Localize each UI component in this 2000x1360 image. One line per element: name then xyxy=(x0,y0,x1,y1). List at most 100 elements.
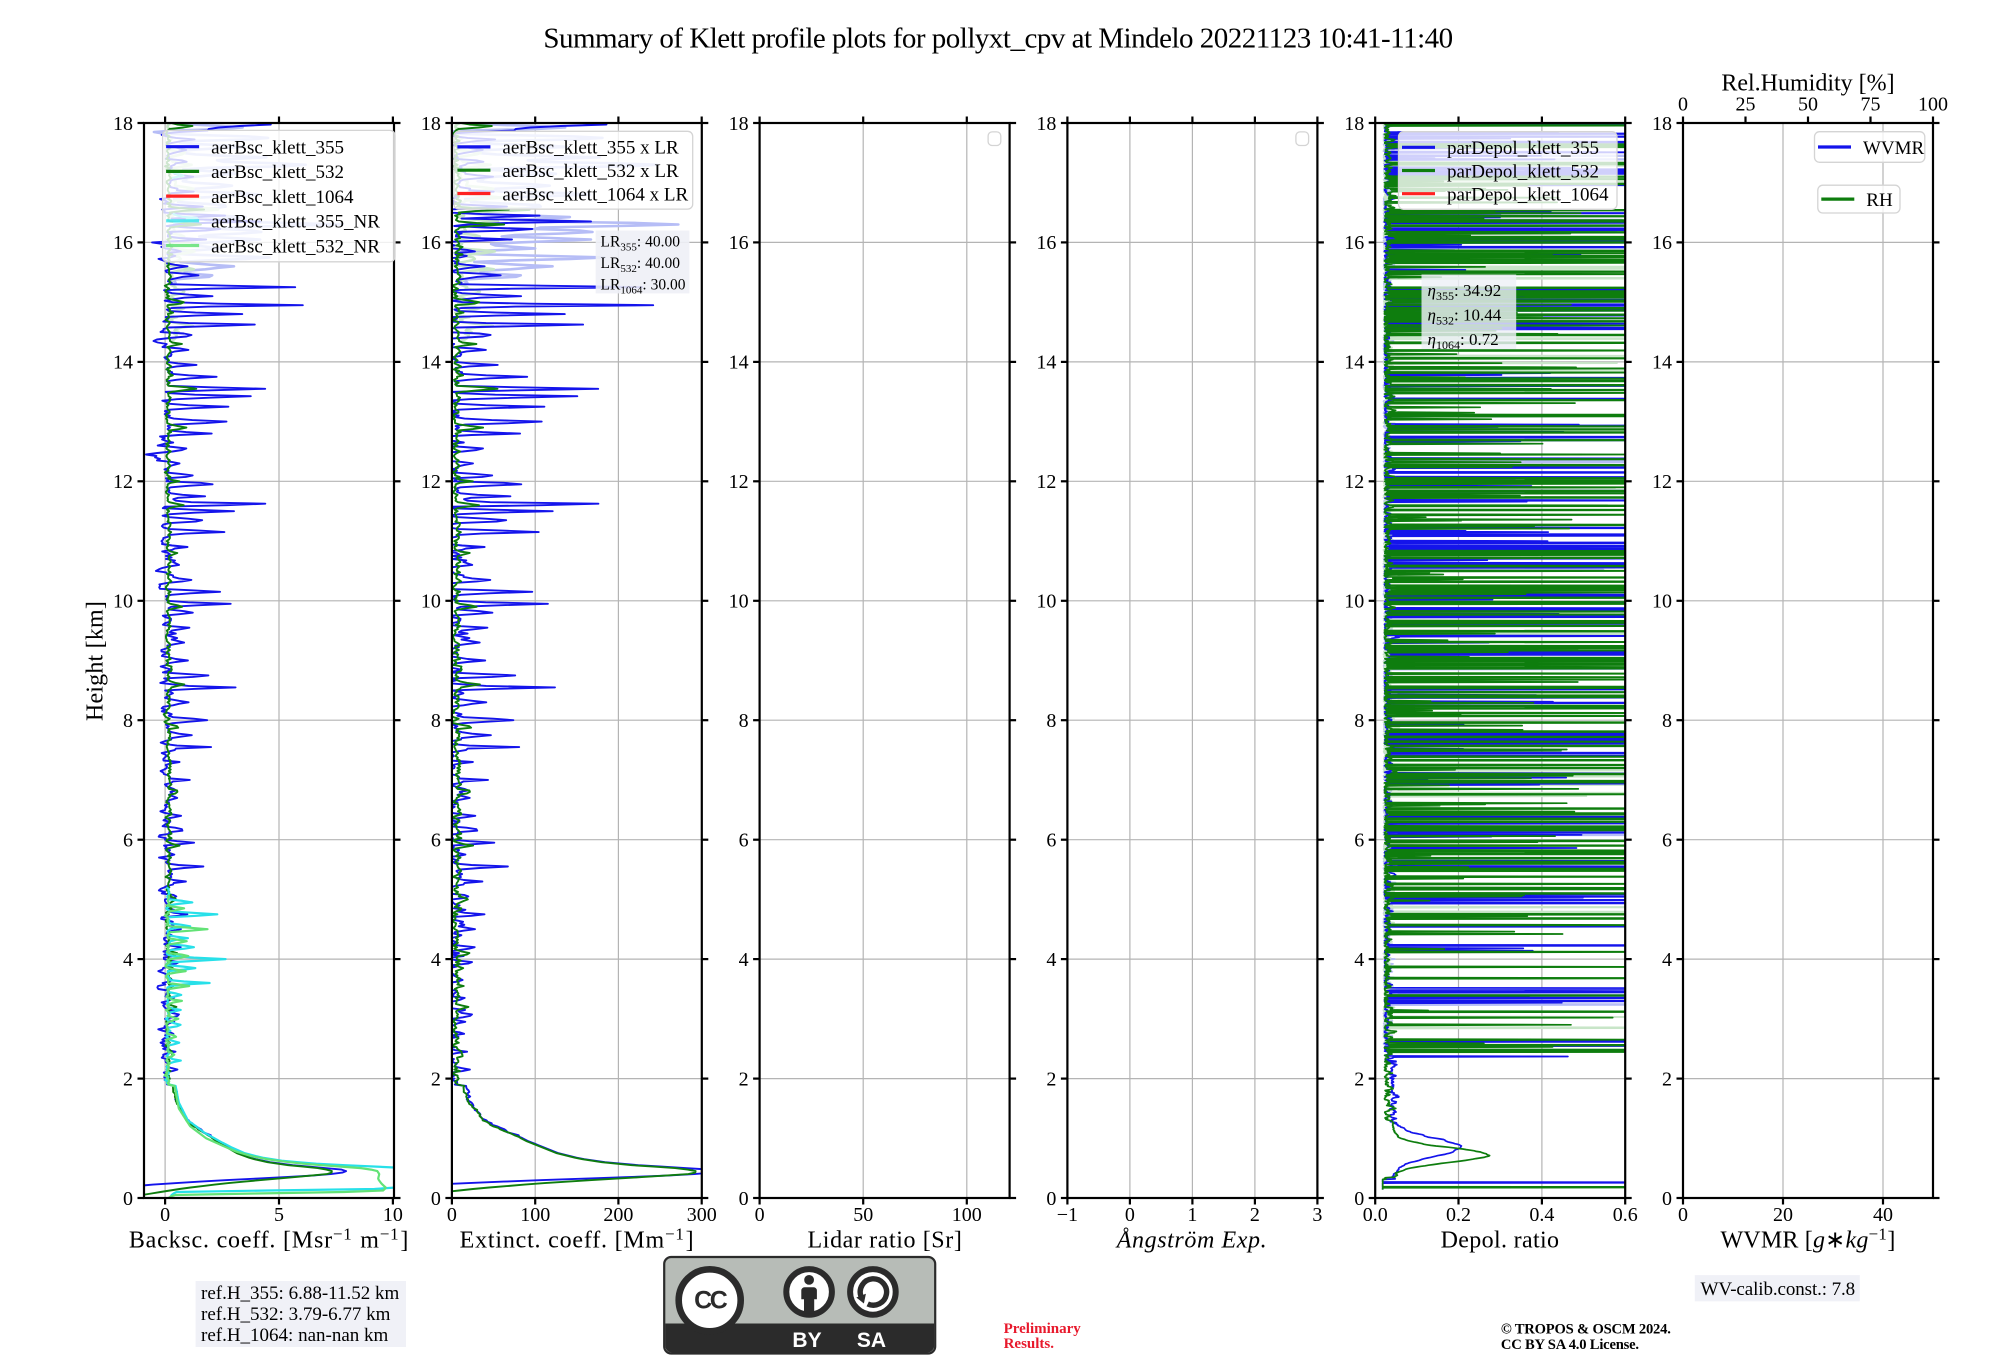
svg-text:8: 8 xyxy=(1354,710,1364,732)
svg-text:parDepol_klett_1064: parDepol_klett_1064 xyxy=(1447,185,1609,206)
svg-text:10: 10 xyxy=(383,1204,403,1226)
svg-text:10: 10 xyxy=(1344,591,1364,613)
svg-text:2: 2 xyxy=(739,1068,749,1090)
svg-text:0: 0 xyxy=(1678,94,1688,116)
svg-text:WV-calib.const.: 7.8: WV-calib.const.: 7.8 xyxy=(1701,1279,1856,1300)
svg-text:ref.H_532: 3.79-6.77 km: ref.H_532: 3.79-6.77 km xyxy=(201,1304,391,1325)
svg-text:Preliminary: Preliminary xyxy=(1004,1321,1082,1337)
svg-text:8: 8 xyxy=(1046,710,1056,732)
svg-text:aerBsc_klett_532_NR: aerBsc_klett_532_NR xyxy=(211,236,380,257)
svg-text:5: 5 xyxy=(274,1204,284,1226)
svg-text:ref.H_1064: nan-nan km: ref.H_1064: nan-nan km xyxy=(201,1325,389,1346)
svg-text:50: 50 xyxy=(853,1204,873,1226)
svg-text:Rel.Humidity [%]: Rel.Humidity [%] xyxy=(1721,71,1894,97)
svg-text:14: 14 xyxy=(1344,352,1364,374)
svg-text:ref.H_355: 6.88-11.52 km: ref.H_355: 6.88-11.52 km xyxy=(201,1283,399,1304)
svg-text:parDepol_klett_355: parDepol_klett_355 xyxy=(1447,138,1599,159)
svg-text:6: 6 xyxy=(739,830,749,852)
svg-text:0.2: 0.2 xyxy=(1446,1204,1471,1226)
svg-text:16: 16 xyxy=(729,232,749,254)
svg-text:0: 0 xyxy=(431,1188,441,1210)
svg-text:200: 200 xyxy=(603,1204,633,1226)
svg-text:100: 100 xyxy=(1918,94,1948,116)
svg-text:Ångström Exp.: Ångström Exp. xyxy=(1115,1228,1267,1254)
svg-text:18: 18 xyxy=(1344,113,1364,135)
svg-text:0: 0 xyxy=(1678,1204,1688,1226)
svg-text:100: 100 xyxy=(952,1204,982,1226)
svg-text:0: 0 xyxy=(1662,1188,1672,1210)
svg-text:8: 8 xyxy=(739,710,749,732)
svg-text:aerBsc_klett_532 x LR: aerBsc_klett_532 x LR xyxy=(502,161,679,182)
svg-text:10: 10 xyxy=(729,591,749,613)
svg-text:16: 16 xyxy=(421,232,441,254)
svg-text:Height [km]: Height [km] xyxy=(83,601,109,721)
svg-text:© TROPOS & OSCM 2024.: © TROPOS & OSCM 2024. xyxy=(1501,1322,1671,1338)
svg-text:100: 100 xyxy=(520,1204,550,1226)
svg-text:6: 6 xyxy=(1662,830,1672,852)
svg-text:12: 12 xyxy=(421,471,441,493)
svg-text:300: 300 xyxy=(687,1204,717,1226)
svg-text:Depol. ratio: Depol. ratio xyxy=(1441,1228,1560,1254)
svg-text:2: 2 xyxy=(1662,1068,1672,1090)
svg-text:8: 8 xyxy=(123,710,133,732)
svg-text:0: 0 xyxy=(447,1204,457,1226)
svg-text:6: 6 xyxy=(1354,830,1364,852)
svg-text:12: 12 xyxy=(729,471,749,493)
svg-text:BY: BY xyxy=(792,1329,821,1352)
svg-text:50: 50 xyxy=(1798,94,1818,116)
svg-text:10: 10 xyxy=(1652,591,1672,613)
svg-text:14: 14 xyxy=(1036,352,1056,374)
svg-text:3: 3 xyxy=(1312,1204,1322,1226)
svg-text:4: 4 xyxy=(1354,949,1364,971)
svg-text:10: 10 xyxy=(421,591,441,613)
svg-text:2: 2 xyxy=(1250,1204,1260,1226)
svg-text:0: 0 xyxy=(1354,1188,1364,1210)
svg-text:0: 0 xyxy=(123,1188,133,1210)
svg-text:14: 14 xyxy=(729,352,749,374)
svg-text:aerBsc_klett_1064: aerBsc_klett_1064 xyxy=(211,187,354,208)
svg-text:4: 4 xyxy=(1662,949,1672,971)
svg-text:18: 18 xyxy=(421,113,441,135)
svg-text:14: 14 xyxy=(113,352,133,374)
svg-text:0.0: 0.0 xyxy=(1363,1204,1388,1226)
svg-text:14: 14 xyxy=(1652,352,1672,374)
svg-text:6: 6 xyxy=(1046,830,1056,852)
svg-text:6: 6 xyxy=(431,830,441,852)
svg-text:16: 16 xyxy=(1652,232,1672,254)
svg-text:Results.: Results. xyxy=(1004,1336,1055,1352)
svg-text:8: 8 xyxy=(1662,710,1672,732)
svg-text:12: 12 xyxy=(1036,471,1056,493)
svg-text:6: 6 xyxy=(123,830,133,852)
svg-text:0: 0 xyxy=(755,1204,765,1226)
svg-text:2: 2 xyxy=(431,1068,441,1090)
svg-text:12: 12 xyxy=(1344,471,1364,493)
svg-text:aerBsc_klett_355_NR: aerBsc_klett_355_NR xyxy=(211,212,380,233)
svg-text:18: 18 xyxy=(1036,113,1056,135)
svg-text:aerBsc_klett_355: aerBsc_klett_355 xyxy=(211,138,344,159)
svg-text:10: 10 xyxy=(1036,591,1056,613)
svg-text:0: 0 xyxy=(1046,1188,1056,1210)
svg-text:4: 4 xyxy=(431,949,441,971)
svg-text:Backsc. coeff. [Msr−1 m−1 ]: Backsc. coeff. [Msr−1 m−1 ] xyxy=(129,1225,409,1254)
svg-text:16: 16 xyxy=(1344,232,1364,254)
svg-text:0: 0 xyxy=(1125,1204,1135,1226)
svg-text:4: 4 xyxy=(123,949,133,971)
svg-text:0: 0 xyxy=(160,1204,170,1226)
svg-text:8: 8 xyxy=(431,710,441,732)
svg-text:2: 2 xyxy=(123,1068,133,1090)
svg-text:18: 18 xyxy=(113,113,133,135)
svg-text:WVMR [g∗kg−1 ]: WVMR [g∗kg−1 ] xyxy=(1720,1225,1895,1254)
svg-text:25: 25 xyxy=(1736,94,1756,116)
svg-text:Extinct. coeff. [Mm−1 ]: Extinct. coeff. [Mm−1 ] xyxy=(460,1225,695,1254)
svg-text:4: 4 xyxy=(739,949,749,971)
svg-text:Lidar ratio [Sr]: Lidar ratio [Sr] xyxy=(808,1228,963,1254)
svg-text:2: 2 xyxy=(1354,1068,1364,1090)
svg-text:CC: CC xyxy=(694,1287,728,1315)
svg-text:2: 2 xyxy=(1046,1068,1056,1090)
svg-text:aerBsc_klett_355 x LR: aerBsc_klett_355 x LR xyxy=(502,138,679,159)
svg-text:20: 20 xyxy=(1773,1204,1793,1226)
svg-text:aerBsc_klett_1064 x LR: aerBsc_klett_1064 x LR xyxy=(502,184,688,205)
svg-text:0.4: 0.4 xyxy=(1529,1204,1554,1226)
svg-text:parDepol_klett_532: parDepol_klett_532 xyxy=(1447,161,1599,182)
svg-text:14: 14 xyxy=(421,352,441,374)
